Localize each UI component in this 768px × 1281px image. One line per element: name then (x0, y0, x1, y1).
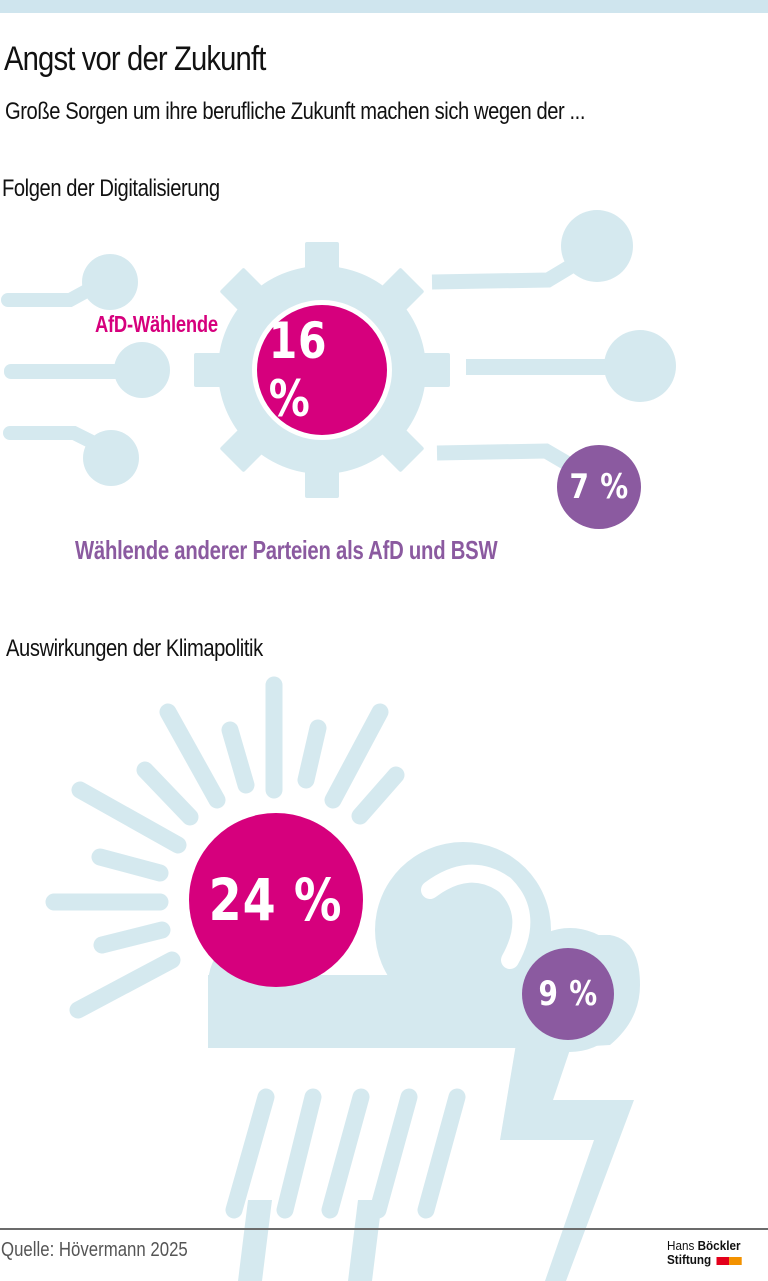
section-title-digitalisierung: Folgen der Digitalisierung (2, 175, 220, 202)
other-parties-label: Wählende anderer Parteien als AfD und BS… (75, 535, 498, 565)
hans-boeckler-stiftung-logo: Hans Böckler Stiftung (667, 1238, 742, 1267)
top-accent-bar (0, 0, 768, 13)
bubble-other-klimapolitik: 9 % (522, 948, 614, 1040)
bubble-afd-digitalisierung: 16 % (252, 300, 392, 440)
value-other-klimapolitik: 9 % (538, 974, 598, 1014)
logo-orange-square-icon (728, 1256, 742, 1265)
page-subtitle: Große Sorgen um ihre berufliche Zukunft … (5, 98, 586, 125)
value-afd-digitalisierung: 16 % (268, 312, 328, 428)
bubble-afd-klimapolitik: 24 % (189, 813, 363, 987)
afd-label: AfD-Wählende (95, 311, 218, 337)
value-other-digitalisierung: 7 % (569, 467, 629, 507)
gear-circuit-icon (1, 210, 676, 498)
page-title: Angst vor der Zukunft (4, 40, 266, 78)
value-afd-klimapolitik: 24 % (209, 866, 343, 934)
bubble-other-digitalisierung: 7 % (557, 445, 641, 529)
section-title-klimapolitik: Auswirkungen der Klimapolitik (6, 635, 263, 662)
logo-text-stiftung: Stiftung (667, 1252, 712, 1267)
source-note: Quelle: Hövermann 2025 (1, 1239, 188, 1261)
logo-text-boeckler: Böckler (697, 1238, 741, 1253)
footer-divider (0, 1228, 768, 1230)
logo-red-square-icon (716, 1256, 729, 1265)
logo-text-hans: Hans (667, 1238, 695, 1253)
